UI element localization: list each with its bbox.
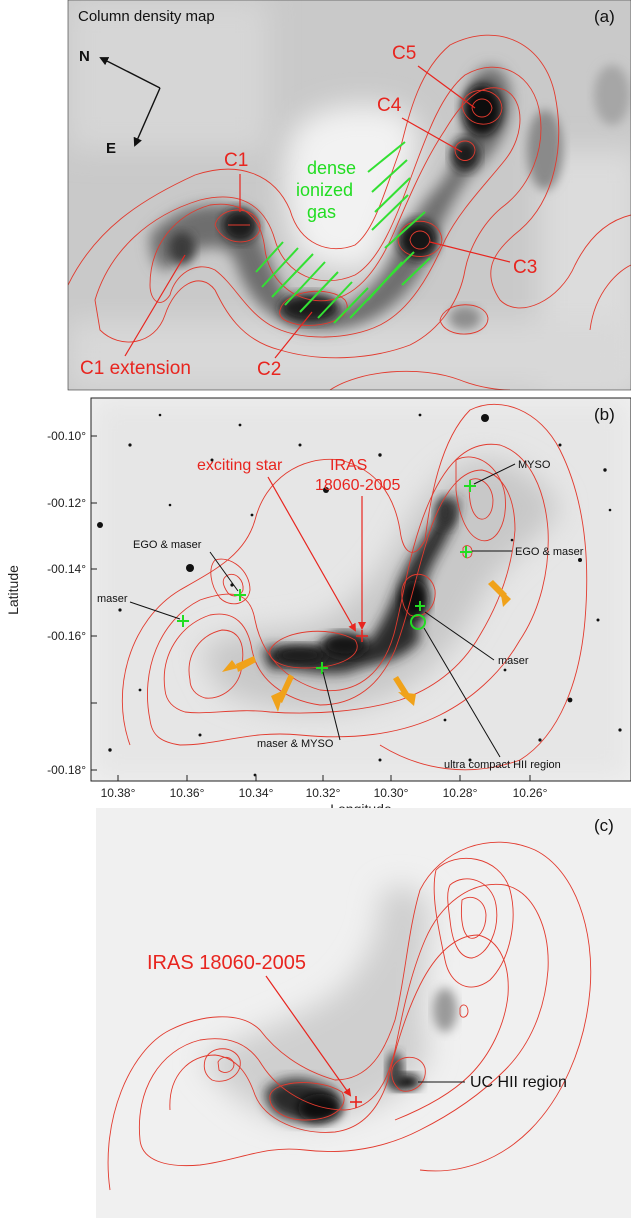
- ionized-gas-hatching: [255, 141, 431, 324]
- label-c4: C4: [377, 95, 402, 116]
- x-tick-1034: 10.34°: [239, 786, 274, 800]
- ionized-gas-line1: dense: [307, 158, 356, 178]
- panel-a: Column density map (a) N E C1 C5 C4 C3 C…: [67, 0, 631, 391]
- label-ego-maser-left: EGO & maser: [133, 539, 202, 551]
- panel-b-letter: (b): [594, 405, 615, 424]
- label-maser-left: maser: [97, 593, 128, 605]
- panel-c-letter: (c): [594, 816, 614, 835]
- field-stars: [97, 413, 622, 777]
- panel-c: (c) IRAS 18060-2005 UC HII region: [96, 808, 631, 1218]
- x-tick-1038: 10.38°: [101, 786, 136, 800]
- iras-cross-c: [350, 1096, 362, 1108]
- label-iras-c: IRAS 18060-2005: [147, 952, 306, 974]
- panel-b-x-ticks: [91, 435, 531, 781]
- panel-c-contours: [107, 841, 592, 1191]
- y-tick-010: -00.10°: [47, 429, 86, 443]
- x-tick-1036: 10.36°: [170, 786, 205, 800]
- ionized-gas-line2: ionized: [296, 180, 353, 200]
- label-exciting-star: exciting star: [197, 457, 283, 474]
- panel-a-letter: (a): [594, 7, 615, 26]
- panel-a-title: Column density map: [78, 8, 215, 25]
- green-markers: [177, 480, 476, 674]
- label-c5: C5: [392, 43, 416, 64]
- label-iras-b-line1: IRAS: [330, 457, 367, 474]
- label-iras-b-line2: 18060-2005: [315, 477, 401, 494]
- panel-b-x-tick-labels: 10.38° 10.36° 10.34° 10.32° 10.30° 10.28…: [101, 786, 548, 800]
- panel-b-contours: [121, 403, 588, 771]
- x-tick-1028: 10.28°: [443, 786, 478, 800]
- y-tick-016: -00.16°: [47, 629, 86, 643]
- label-ego-maser-right: EGO & maser: [515, 546, 584, 558]
- x-tick-1026: 10.26°: [513, 786, 548, 800]
- panel-a-contours: [68, 34, 631, 390]
- compass-north-label: N: [79, 48, 90, 65]
- panel-b-infrared-image: [91, 398, 631, 781]
- y-tick-018: -00.18°: [47, 763, 86, 777]
- label-c1-extension: C1 extension: [80, 358, 191, 379]
- compass-east-label: E: [106, 140, 116, 157]
- x-tick-1032: 10.32°: [306, 786, 341, 800]
- label-maser-right: maser: [498, 655, 529, 667]
- panel-a-density-image: [68, 0, 631, 390]
- label-c2: C2: [257, 359, 281, 380]
- label-c3: C3: [513, 257, 537, 278]
- label-c1: C1: [224, 150, 248, 171]
- x-tick-1030: 10.30°: [374, 786, 409, 800]
- orange-arrows: [222, 580, 511, 712]
- panel-b: 10.38° 10.36° 10.34° 10.32° 10.30° 10.28…: [5, 397, 631, 817]
- y-tick-014: -00.14°: [47, 562, 86, 576]
- y-axis-label: Latitude: [5, 565, 21, 615]
- label-maser-myso: maser & MYSO: [257, 738, 334, 750]
- panel-c-image: [107, 841, 592, 1191]
- panel-b-y-tick-labels: -00.10° -00.12° -00.14° -00.16° -00.18°: [47, 429, 86, 777]
- iras-cross-b: [356, 630, 368, 642]
- label-myso-top: MYSO: [518, 459, 551, 471]
- ionized-gas-line3: gas: [307, 202, 336, 222]
- label-uchii-c: UC HII region: [470, 1074, 567, 1091]
- y-tick-012: -00.12°: [47, 496, 86, 510]
- compass-arrows: [99, 57, 161, 147]
- label-uchii-b: ultra compact HII region: [444, 759, 561, 771]
